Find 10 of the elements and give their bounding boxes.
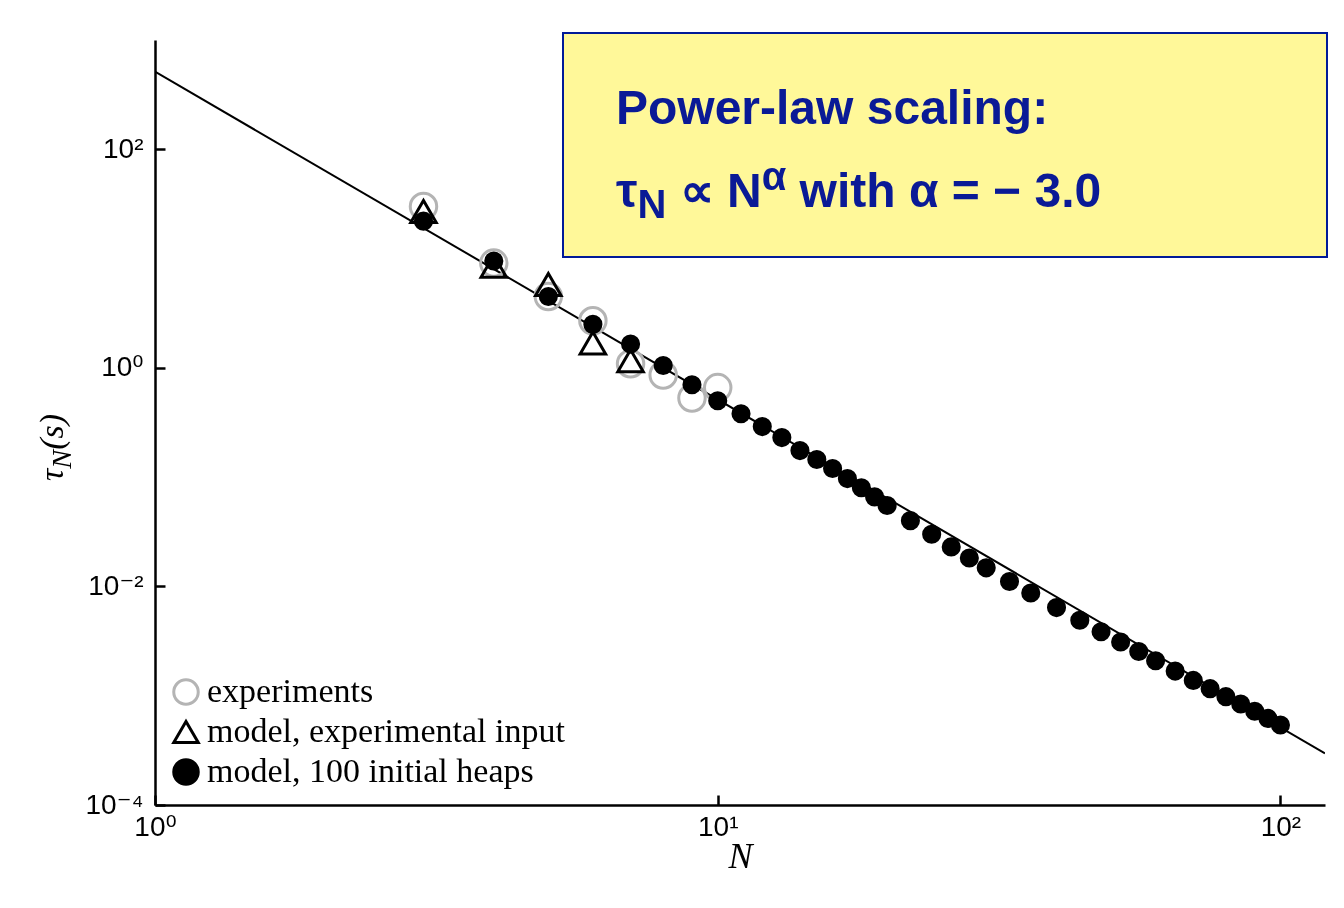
y-tick-label: 10² — [103, 132, 144, 164]
legend-label: model, 100 initial heaps — [207, 752, 534, 789]
y-tick-label: 10⁻² — [88, 569, 144, 601]
x-tick-label: 10² — [1260, 810, 1302, 842]
annotation: Power-law scaling: — [616, 80, 1050, 136]
legend-label: model, experimental input — [207, 712, 566, 749]
text-box: Power-law scaling: τ$_{N}$ ∝ N$^{α}$ with α = − 3.0 — [562, 32, 1328, 258]
y-tick-label: 10⁰ — [101, 351, 144, 383]
legend-label: experiments — [207, 672, 374, 709]
annotation: τ$_{N}$ ∝ N$^{α}$ with α = − 3.0 — [616, 153, 1103, 228]
